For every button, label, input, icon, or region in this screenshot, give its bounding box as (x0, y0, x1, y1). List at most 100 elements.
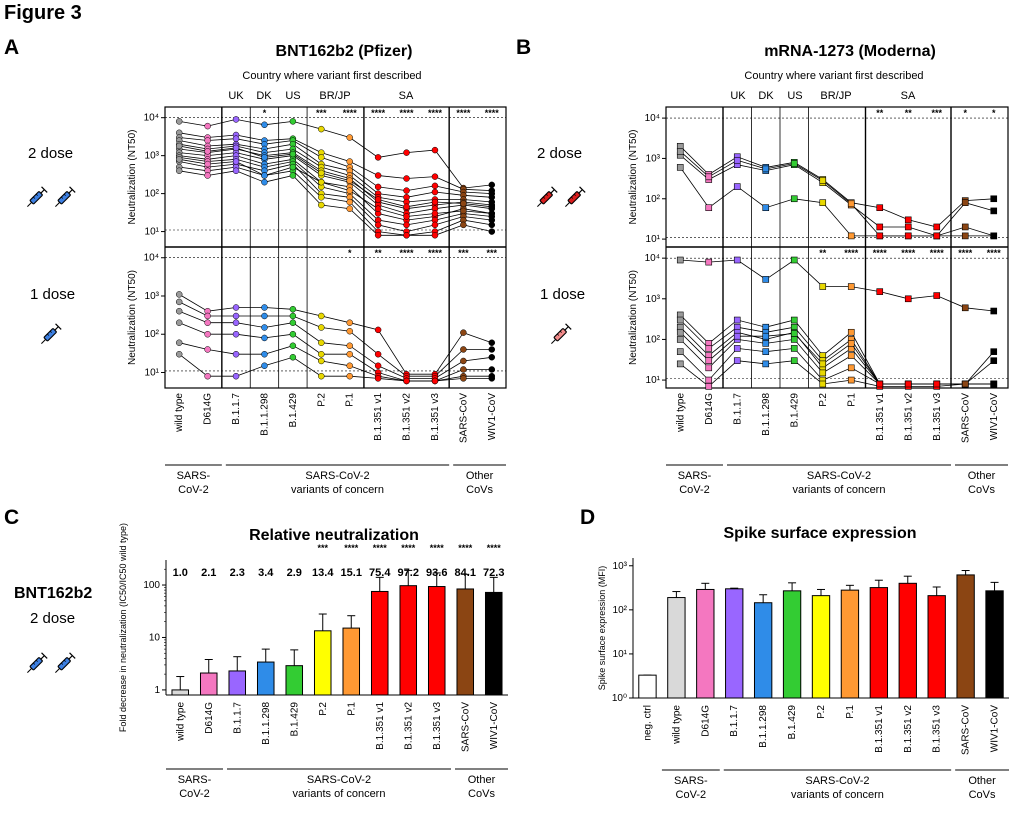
significance-label-a: **** (428, 248, 443, 258)
group-label-d: SARS-CoV-2 (805, 775, 869, 787)
data-point-b (876, 288, 884, 295)
data-point-b (961, 380, 969, 388)
group-label-c: SARS-CoV-2 (307, 774, 371, 786)
x-tick-label-d: WIV1-CoV (990, 705, 1001, 753)
data-point-a (318, 154, 325, 161)
data-point-a (175, 319, 183, 326)
data-point-a (261, 324, 268, 331)
data-point-b (790, 195, 798, 203)
data-point-b (790, 256, 798, 264)
syringe-icon-b-2a (533, 186, 558, 211)
x-tick-label-b: P.1 (846, 393, 857, 407)
data-point-b (790, 316, 798, 324)
panel-letter-c: C (4, 506, 20, 529)
data-point-a (318, 201, 325, 209)
data-point-b (705, 258, 713, 266)
data-point-a (204, 319, 211, 326)
value-label-c: 75.4 (369, 567, 391, 579)
data-point-a (232, 144, 240, 152)
data-point-b (819, 283, 827, 290)
data-point-a (346, 362, 353, 370)
x-tick-label-b: wild type (675, 393, 686, 433)
x-tick-label-a: B.1.429 (288, 393, 299, 428)
data-point-a (175, 298, 183, 306)
data-point-b (705, 204, 713, 212)
significance-label-a: **** (400, 248, 415, 258)
syringe-icon-c-a (23, 652, 48, 677)
y-tick-label-a: 10³ (145, 291, 160, 302)
group-label-b: variants of concern (793, 484, 886, 496)
x-tick-label-a: D614G (203, 393, 214, 425)
data-point-b (705, 364, 713, 372)
data-point-b (933, 232, 941, 240)
data-point-a (204, 172, 211, 179)
region-uk-b: UK (730, 90, 746, 102)
data-point-b (733, 156, 741, 164)
data-point-a (232, 158, 240, 165)
region-dk-b: DK (758, 90, 774, 102)
data-point-a (289, 354, 297, 361)
bar-d (782, 590, 802, 699)
y-tick-label-b: 10¹ (646, 375, 661, 386)
data-point-a (374, 221, 382, 229)
y-tick-label-a: 10⁴ (144, 253, 159, 264)
series-line-a (179, 301, 492, 377)
bar-d (753, 602, 773, 699)
data-point-b (676, 256, 684, 264)
data-point-b (733, 357, 741, 364)
significance-label-b: **** (873, 248, 888, 258)
significance-label-b: **** (930, 248, 945, 258)
data-point-b (847, 340, 855, 347)
bar-c (285, 665, 304, 696)
x-tick-label-c: wild type (175, 702, 186, 742)
data-point-a (374, 172, 382, 179)
value-label-c: 84.1 (455, 567, 476, 579)
bar-d (725, 588, 744, 699)
y-tick-label-c: 10 (149, 632, 161, 643)
data-point-a (289, 118, 297, 125)
data-point-b (847, 283, 855, 290)
data-point-a (261, 178, 268, 186)
bar-d (985, 590, 1004, 699)
data-point-b (933, 223, 941, 231)
y-axis-label-a: Neutralization (NT50) (127, 129, 138, 224)
data-point-b (790, 160, 798, 167)
significance-label-b: *** (931, 108, 942, 118)
x-tick-label-c: B.1.351 v3 (432, 702, 443, 750)
data-point-a (374, 205, 382, 212)
x-tick-label-d: P.2 (816, 705, 827, 719)
region-brjp-a: BR/JP (319, 90, 350, 102)
significance-label-b: ** (819, 248, 827, 258)
data-point-a (318, 372, 325, 380)
y-tick-label-d: 10¹ (613, 649, 628, 660)
data-point-a (261, 362, 268, 370)
data-point-a (175, 142, 183, 150)
dose-label-a-2: 2 dose (28, 145, 74, 162)
group-label-d: Other (968, 775, 996, 787)
data-point-b (933, 380, 941, 388)
data-point-a (204, 160, 211, 168)
data-point-b (876, 204, 884, 212)
data-point-a (488, 203, 496, 211)
x-tick-label-d: B.1.1.7 (729, 705, 740, 737)
data-point-b (847, 232, 855, 240)
bar-d (638, 674, 657, 699)
bar-c (256, 661, 275, 696)
data-point-a (175, 156, 183, 163)
data-point-a (204, 122, 211, 130)
data-point-a (374, 362, 382, 370)
data-point-a (488, 181, 496, 189)
significance-label-b: **** (844, 248, 859, 258)
country-header-a: Country where variant first described (242, 70, 421, 82)
data-point-a (318, 194, 325, 201)
significance-label-a: *** (458, 248, 469, 258)
panel-letter-a: A (4, 36, 20, 59)
region-us-b: US (787, 90, 802, 102)
x-tick-label-d: B.1.429 (787, 705, 798, 740)
data-point-a (261, 172, 268, 179)
series-line-b (680, 332, 995, 385)
value-label-c: 2.3 (230, 567, 245, 579)
significance-label-b: * (992, 108, 996, 118)
group-label-a: CoVs (466, 484, 493, 496)
data-point-b (819, 199, 827, 206)
